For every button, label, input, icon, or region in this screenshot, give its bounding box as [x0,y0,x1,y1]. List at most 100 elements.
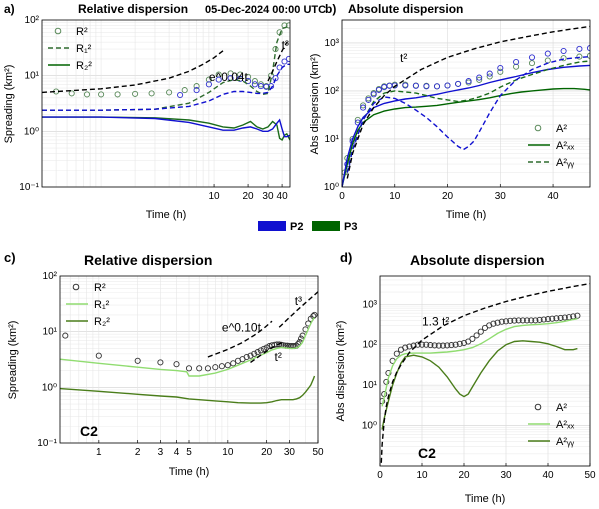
data-point [414,341,421,348]
data-point [486,73,493,80]
legend-p2-swatch [258,221,286,231]
data-point [498,318,505,325]
panel-c-ticks: 1 2 3 4 5 10 20 30 50 10⁻¹ 10⁰ 10¹ 10² [37,271,324,458]
x-tick-label: 30 [262,191,274,202]
x-tick-label: 2 [135,447,141,458]
annotation: e^0.10t [222,321,262,335]
data-point [393,350,400,357]
panel-a-subtitle: 05-Dec-2024 00:00 UTC [205,4,326,16]
data-point [544,50,551,57]
data-point [490,320,497,327]
series-line-A²ᵧᵧ-P2 [346,55,590,173]
series-line-A²ₓₓ-P2 [342,64,590,187]
data-point [215,76,222,83]
panel-c-series [60,291,318,404]
legend-label: R₂² [94,316,110,328]
data-point [513,63,520,70]
legend-label: A²ᵧᵧ [556,436,575,448]
data-point [230,360,237,367]
series-line-exponential-fit [207,320,273,358]
data-point [177,91,184,99]
panel-a-ticks: 10 20 30 40 10⁻¹ 10⁰ 10¹ 10² [19,15,288,202]
annotation: t² [274,350,281,364]
panel-c-corner-label: C2 [80,423,98,439]
data-point [83,91,91,98]
data-point [62,332,69,339]
data-point [157,359,164,366]
data-point [148,90,155,97]
legend-marker [534,403,542,411]
series-line-A²ᵧᵧ-P3 [346,60,590,173]
data-point [260,345,267,352]
x-tick-label: 5 [186,447,192,458]
data-point [469,335,476,342]
data-point [193,87,200,94]
data-point [452,341,459,348]
legend-p2-label: P2 [290,221,303,233]
data-point [528,317,535,324]
series-line-R₂²-P2 [42,116,290,138]
legend-label: R² [76,26,88,38]
series-A² [380,312,581,405]
y-tick-label: 10¹ [363,380,378,391]
data-point [402,82,409,89]
x-tick-label: 40 [542,470,554,481]
x-tick-label: 30 [284,447,296,458]
series-line-R₁²-P2 [42,63,290,111]
series-line-1.3-t²-fit [380,282,590,463]
data-point [439,342,447,349]
panel-b-legend: A² A²ₓₓ A²ᵧᵧ [528,123,575,169]
data-point [212,364,219,371]
panel-a-xlabel: Time (h) [146,209,187,221]
data-point [360,102,367,109]
data-point [476,74,483,81]
data-point [68,90,75,97]
panel-c-title: Relative dispersion [84,252,212,268]
data-point [406,343,413,350]
legend-label: A²ₓₓ [556,419,575,431]
y-tick-label: 10⁻¹ [37,438,57,449]
series-line-t²-fit [250,341,284,363]
data-point [95,352,102,359]
panel-d-title: Absolute dispersion [410,252,545,268]
data-point [513,58,520,66]
data-point [576,45,583,52]
series-line-R₁²-P3 [42,26,290,111]
data-point [205,76,212,83]
x-tick-label: 20 [442,191,454,202]
data-point [370,91,377,98]
data-point [549,315,556,322]
panel-d-ylabel: Abs dispersion (km²) [335,321,347,422]
y-tick-label: 10¹ [25,71,40,82]
series-R² [62,311,318,372]
data-point [473,332,480,339]
series-line-R₂²-P3 [42,116,290,142]
series-line-t³-fit [267,41,288,82]
panel-a-annotations: e^0.04t t³ [209,38,289,84]
data-point [224,362,231,369]
panel-b-grid [341,19,590,188]
data-point [528,60,536,67]
data-point [519,317,526,324]
data-point [276,341,283,348]
data-point [281,58,288,65]
data-point [515,317,522,324]
series-line-t³-fit [278,291,318,328]
x-tick-label: 50 [312,447,324,458]
data-point [532,317,539,324]
data-point [560,47,567,55]
data-point [181,87,188,94]
panel-a-series [42,22,290,142]
data-point [251,81,258,88]
data-point [365,96,372,103]
panel-a-frame [41,19,291,188]
y-tick-label: 10² [43,271,58,282]
data-point [237,71,244,78]
legend-p3-label: P3 [344,221,357,233]
data-point [523,317,531,324]
legend-label: R² [94,282,106,294]
x-tick-label: 30 [500,470,512,481]
series-A²-P2 [344,45,590,168]
data-point [205,81,212,88]
